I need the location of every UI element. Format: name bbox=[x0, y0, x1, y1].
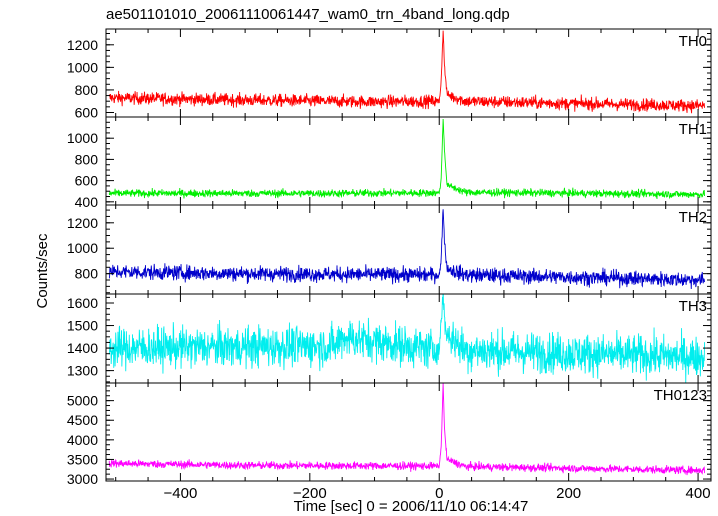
series-line-th1 bbox=[108, 118, 705, 200]
y-tick-label: 800 bbox=[75, 266, 99, 282]
y-tick-label: 800 bbox=[75, 151, 99, 167]
y-tick-label: 1200 bbox=[67, 215, 98, 231]
panel-th0123: 3000 3500 4000 4500 5000 TH0123 bbox=[67, 382, 712, 487]
y-tick-label: 4500 bbox=[67, 412, 98, 428]
series-line-th0123 bbox=[108, 383, 705, 476]
x-tick-label: 400 bbox=[686, 485, 711, 502]
y-tick-label: 1200 bbox=[67, 37, 98, 53]
series-line-th3 bbox=[108, 294, 705, 383]
y-axis-label: Counts/sec bbox=[34, 233, 51, 309]
chart-title: ae501101010_20061110061447_wam0_trn_4ban… bbox=[106, 6, 510, 23]
panel-th3: 1300 1400 1500 1600 TH3 bbox=[67, 293, 712, 384]
panel-th1: 400 600 800 1000 TH1 bbox=[67, 116, 712, 210]
x-tick-label: 0 bbox=[435, 485, 443, 502]
y-tick-label: 1000 bbox=[67, 59, 98, 75]
panel-frame bbox=[105, 382, 712, 482]
panel-th0: 600 800 1000 1200 TH0 bbox=[67, 28, 712, 120]
panel-label: TH1 bbox=[679, 121, 707, 138]
y-tick-label: 1400 bbox=[67, 340, 98, 356]
panel-label: TH0123 bbox=[654, 387, 707, 404]
series-line-th0 bbox=[108, 30, 705, 114]
y-tick-label: 3500 bbox=[67, 451, 98, 467]
panel-label: TH0 bbox=[679, 33, 707, 50]
y-tick-label: 1600 bbox=[67, 295, 98, 311]
y-tick-label: 5000 bbox=[67, 393, 98, 409]
panel-label: TH2 bbox=[679, 209, 707, 226]
y-tick-label: 800 bbox=[75, 82, 99, 98]
y-tick-label: 3000 bbox=[67, 471, 98, 487]
y-tick-label: 400 bbox=[75, 194, 99, 210]
x-tick-label: 200 bbox=[556, 485, 581, 502]
panel-label: TH3 bbox=[679, 298, 707, 315]
y-tick-label: 600 bbox=[75, 173, 99, 189]
x-tick-label: −200 bbox=[293, 485, 327, 502]
series-line-th2 bbox=[108, 209, 705, 290]
y-tick-label: 4000 bbox=[67, 432, 98, 448]
x-axis-label: Time [sec] 0 = 2006/11/10 06:14:47 bbox=[294, 498, 529, 515]
x-tick-label: −400 bbox=[164, 485, 198, 502]
panels: 600 800 1000 1200 TH0 400 600 800 1000 TH1 800 1000… bbox=[67, 28, 712, 502]
y-tick-label: 1000 bbox=[67, 130, 98, 146]
y-tick-label: 1500 bbox=[67, 318, 98, 334]
panel-th2: 800 1000 1200 TH2 bbox=[67, 204, 712, 295]
y-tick-label: 1300 bbox=[67, 363, 98, 379]
y-tick-label: 600 bbox=[75, 104, 99, 120]
y-tick-label: 1000 bbox=[67, 240, 98, 256]
